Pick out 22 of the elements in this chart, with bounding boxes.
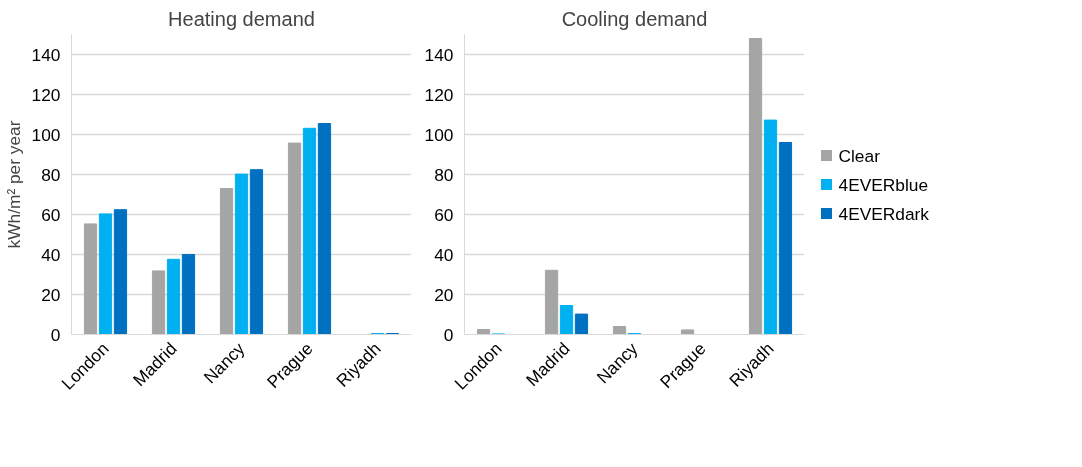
y-tick-label: 40 xyxy=(41,244,61,265)
legend-label: 4EVERblue xyxy=(838,174,929,195)
y-tick-label: 140 xyxy=(424,44,454,65)
y-tick-label: 20 xyxy=(434,284,454,305)
legend-label: 4EVERdark xyxy=(838,203,930,224)
y-tick-label: 20 xyxy=(41,284,61,305)
y-axis-title: kWh/m² per year xyxy=(3,120,24,249)
y-tick-label: 100 xyxy=(424,124,454,145)
legend-label: Clear xyxy=(838,145,881,166)
y-tick-label: 60 xyxy=(41,204,61,225)
y-tick-label: 0 xyxy=(443,324,454,345)
y-tick-label: 120 xyxy=(424,84,454,105)
chart-title: Cooling demand xyxy=(561,7,708,30)
y-tick-label: 100 xyxy=(31,124,61,145)
y-tick-label: 40 xyxy=(434,244,454,265)
chart-title: Heating demand xyxy=(168,7,315,30)
y-tick-label: 0 xyxy=(50,324,61,345)
y-tick-label: 80 xyxy=(41,164,61,185)
y-tick-label: 140 xyxy=(31,44,61,65)
y-tick-label: 80 xyxy=(434,164,454,185)
y-tick-label: 120 xyxy=(31,84,61,105)
y-tick-label: 60 xyxy=(434,204,454,225)
